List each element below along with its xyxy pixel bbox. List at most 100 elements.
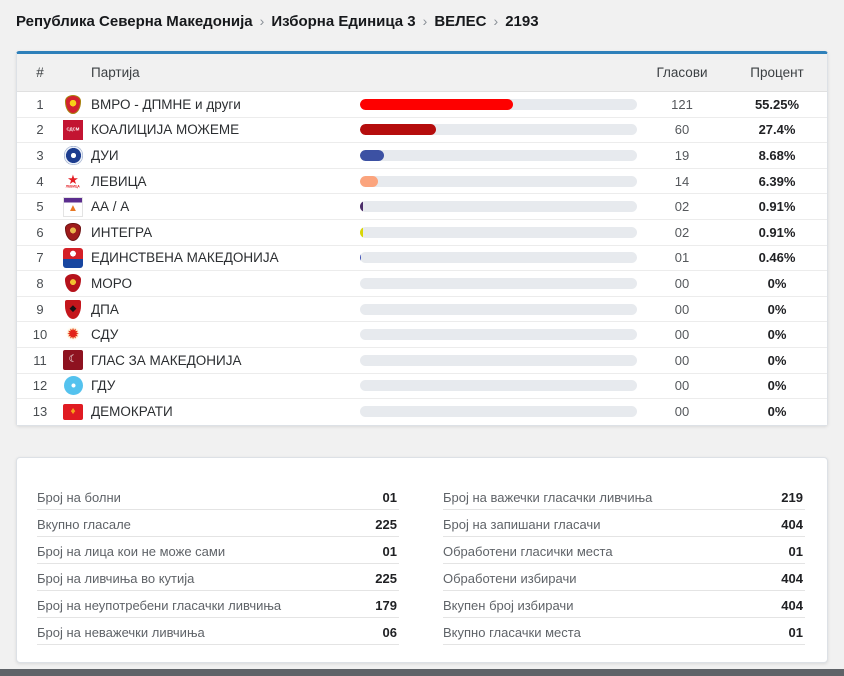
vote-percent: 0.91%	[758, 224, 796, 240]
header-votes: Гласови	[656, 65, 708, 80]
party-name: ИНТЕГРА	[91, 224, 153, 240]
stat-row: Вкупно гласале 225	[37, 510, 399, 537]
stat-value: 01	[382, 489, 397, 505]
row-number: 7	[36, 250, 44, 266]
vote-bar-track	[360, 98, 637, 110]
vote-count: 60	[674, 122, 690, 138]
vote-count: 02	[674, 199, 690, 215]
table-row: 6 ИНТЕГРА 02 0.91%	[17, 219, 827, 246]
header-party: Партија	[91, 65, 140, 80]
vmro-dpmne-logo-icon	[63, 94, 83, 114]
table-body: 1 ВМРО - ДПМНЕ и други 121 55.25% 2 КОАЛ…	[17, 92, 827, 425]
party-name: АА / А	[91, 199, 130, 215]
breadcrumb-item[interactable]: 2193	[505, 13, 539, 30]
aa-a-logo-icon	[63, 196, 83, 217]
stat-value: 179	[375, 597, 397, 613]
row-number: 10	[32, 327, 48, 343]
edinstvena-makedonija-logo-icon	[63, 247, 83, 268]
vote-percent: 6.39%	[758, 173, 796, 189]
stats-column-right: Број на важечки гласачки ливчиња 219 Бро…	[443, 483, 805, 645]
row-number: 11	[33, 352, 47, 368]
stat-label: Обработени избирачи	[443, 570, 577, 586]
stat-value: 404	[781, 516, 803, 532]
stat-row: Вкупно гласачки места 01	[443, 618, 805, 645]
vote-count: 00	[674, 275, 690, 291]
party-name: МОРО	[91, 275, 132, 291]
vote-bar-fill	[360, 201, 363, 213]
dui-logo-icon	[63, 145, 83, 165]
vote-count: 00	[674, 352, 690, 368]
stat-label: Број на неважечки ливчиња	[37, 624, 205, 640]
party-name: ДПА	[91, 301, 119, 317]
vote-percent: 0%	[767, 378, 787, 394]
vote-bar-track	[360, 406, 637, 418]
vote-bar-track	[360, 252, 637, 264]
stat-label: Број на болни	[37, 489, 121, 505]
table-row: 5 АА / А 02 0.91%	[17, 194, 827, 220]
breadcrumb-item[interactable]: ВЕЛЕС	[434, 13, 487, 30]
stats-column-left: Број на болни 01 Вкупно гласале 225 Број…	[37, 483, 399, 645]
moro-logo-icon	[63, 273, 83, 293]
breadcrumb-separator-icon: ›	[493, 12, 499, 29]
header-number: #	[36, 65, 44, 80]
stat-row: Број на ливчиња во кутија 225	[37, 564, 399, 591]
row-number: 6	[36, 224, 44, 240]
vote-bar-fill	[360, 149, 385, 161]
vote-count: 00	[674, 404, 690, 420]
row-number: 5	[36, 199, 44, 215]
party-name: ДЕМОКРАТИ	[91, 404, 173, 420]
table-header: # Партија Гласови Процент	[17, 54, 827, 92]
vote-bar-track	[360, 226, 637, 238]
sdu-logo-icon	[63, 325, 83, 345]
party-name: ГДУ	[91, 378, 116, 394]
vote-count: 19	[674, 147, 690, 163]
demokrati-logo-icon	[63, 403, 83, 420]
stat-row: Број на неупотребени гласачки ливчиња 17…	[37, 591, 399, 618]
stat-label: Обработени гласички места	[443, 543, 613, 559]
party-name: ЛЕВИЦА	[91, 173, 147, 189]
table-row: 7 ЕДИНСТВЕНА МАКЕДОНИЈА 01 0.46%	[17, 245, 827, 272]
vote-bar-track	[360, 329, 637, 341]
row-number: 13	[32, 404, 48, 420]
sdsm-logo-icon	[63, 119, 83, 140]
vote-percent: 0%	[767, 275, 787, 291]
stat-label: Вкупно гласале	[37, 516, 131, 532]
vote-count: 01	[674, 250, 690, 266]
stat-value: 01	[382, 543, 397, 559]
row-number: 8	[36, 275, 44, 291]
breadcrumb: Република Северна Македонија › Изборна Еди…	[0, 0, 844, 42]
vote-bar-track	[360, 149, 637, 161]
table-row: 12 ГДУ 00 0%	[17, 373, 827, 400]
vote-percent: 0%	[767, 301, 787, 317]
table-row: 4 ЛЕВИЦА 14 6.39%	[17, 168, 827, 195]
table-row: 9 ДПА 00 0%	[17, 296, 827, 323]
glas-za-makedonija-logo-icon	[63, 350, 83, 371]
party-name: СДУ	[91, 327, 119, 343]
footer-bar	[0, 669, 844, 676]
vote-bar-fill	[360, 124, 436, 136]
row-number: 1	[36, 96, 44, 112]
vote-percent: 0%	[767, 327, 787, 343]
vote-count: 00	[674, 327, 690, 343]
gdu-logo-icon	[63, 376, 83, 396]
party-name: ВМРО - ДПМНЕ и други	[91, 96, 241, 112]
header-percent: Процент	[750, 65, 804, 80]
party-name: ГЛАС ЗА МАКЕДОНИЈА	[91, 352, 242, 368]
table-row: 8 МОРО 00 0%	[17, 271, 827, 297]
breadcrumb-item[interactable]: Република Северна Македонија	[16, 13, 253, 30]
stat-label: Број на ливчиња во кутија	[37, 570, 195, 586]
stat-label: Вкупен број избирачи	[443, 597, 574, 613]
breadcrumb-separator-icon: ›	[259, 12, 265, 29]
stat-row: Обработени гласички места 01	[443, 537, 805, 564]
vote-percent: 0.91%	[758, 199, 796, 215]
table-row: 1 ВМРО - ДПМНЕ и други 121 55.25%	[17, 92, 827, 118]
levica-logo-icon	[63, 171, 83, 191]
vote-count: 02	[674, 224, 690, 240]
breadcrumb-item[interactable]: Изборна Единица 3	[271, 13, 416, 30]
stat-row: Број на неважечки ливчиња 06	[37, 618, 399, 645]
vote-bar-fill	[360, 98, 514, 110]
vote-count: 00	[674, 301, 690, 317]
vote-count: 00	[674, 378, 690, 394]
vote-percent: 0%	[767, 352, 787, 368]
table-row: 11 ГЛАС ЗА МАКЕДОНИЈА 00 0%	[17, 347, 827, 374]
